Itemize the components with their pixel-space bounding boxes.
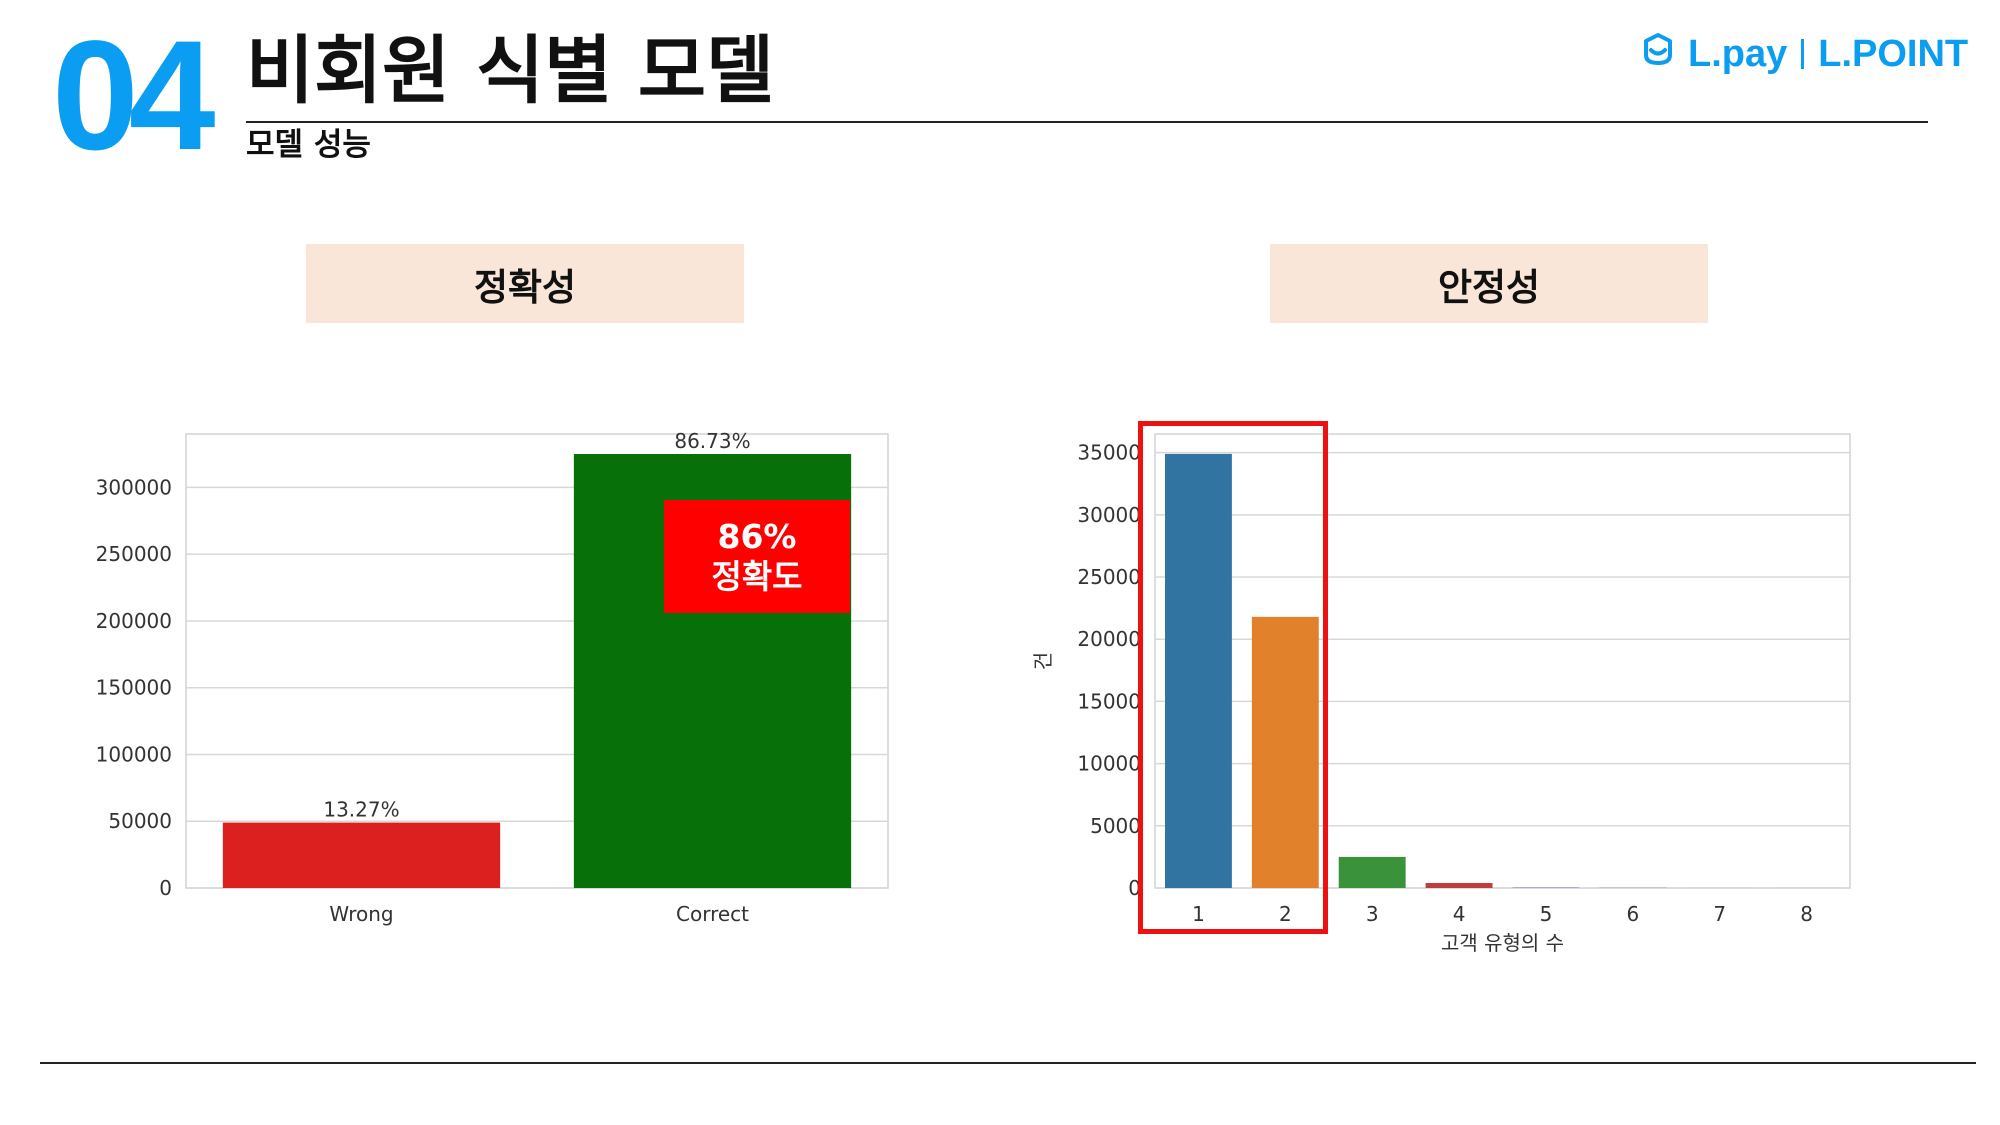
bar-3 — [1338, 856, 1406, 888]
logo-separator — [1801, 39, 1805, 69]
y-tick-label: 150000 — [96, 676, 172, 700]
x-tick-label: 3 — [1366, 902, 1379, 926]
bar-1 — [1164, 453, 1232, 888]
page-subtitle: 모델 성능 — [246, 127, 371, 163]
section-number: 04 — [52, 9, 216, 183]
bar-2 — [1251, 616, 1319, 888]
bar-data-label: 86.73% — [674, 429, 750, 453]
accuracy-annotation: 86% 정확도 — [664, 500, 850, 613]
y-tick-label: 200000 — [96, 609, 172, 633]
x-tick-label: 7 — [1713, 902, 1726, 926]
accuracy-panel-header: 정확성 — [306, 244, 744, 323]
y-axis-label: 건 — [1031, 652, 1055, 670]
y-tick-label: 5000 — [1090, 814, 1141, 838]
footer-divider — [40, 1062, 1976, 1064]
y-tick-label: 15000 — [1077, 689, 1141, 713]
y-tick-label: 20000 — [1077, 627, 1141, 651]
page-title: 비회원 식별 모델 — [246, 28, 775, 114]
y-tick-label: 100000 — [96, 742, 172, 766]
title-divider — [246, 121, 1928, 123]
y-tick-label: 50000 — [108, 809, 172, 833]
x-tick-label: 2 — [1279, 902, 1292, 926]
highlight-box — [1138, 421, 1328, 934]
x-tick-label: 1 — [1192, 902, 1205, 926]
x-tick-label: 5 — [1540, 902, 1553, 926]
accuracy-annotation-value: 86% — [717, 516, 797, 556]
y-tick-label: 35000 — [1077, 441, 1141, 465]
x-axis-label: 고객 유형의 수 — [1441, 931, 1564, 955]
stability-chart: 0 5000 10000 15000 20000 25000 30000 35000 1 2 3 4 5… — [1031, 433, 1851, 955]
y-tick-label: 30000 — [1077, 503, 1141, 527]
y-tick-label: 0 — [1128, 876, 1141, 900]
bar-data-label: 13.27% — [323, 798, 399, 822]
lpay-cup-icon — [1640, 31, 1676, 77]
bar-wrong — [222, 822, 501, 888]
y-tick-label: 0 — [159, 876, 172, 900]
accuracy-chart: 0 50000 100000 150000 200000 250000 300000 Wron… — [96, 429, 889, 926]
logo-lpay: L.pay — [1688, 32, 1788, 75]
y-tick-label: 300000 — [96, 475, 172, 499]
logo-lpoint: L.POINT — [1818, 32, 1969, 75]
x-tick-label: 8 — [1800, 902, 1813, 926]
x-tick-label: 6 — [1626, 902, 1639, 926]
x-tick-label: Wrong — [329, 902, 393, 926]
y-tick-label: 25000 — [1077, 565, 1141, 589]
stability-panel-header: 안정성 — [1270, 244, 1708, 323]
y-tick-label: 10000 — [1077, 752, 1141, 776]
x-tick-label: 4 — [1453, 902, 1466, 926]
y-tick-label: 250000 — [96, 542, 172, 566]
accuracy-annotation-label: 정확도 — [711, 556, 803, 596]
bar-4 — [1425, 883, 1493, 888]
brand-logo: L.pay L.POINT — [1640, 30, 1968, 78]
x-tick-label: Correct — [676, 902, 749, 926]
